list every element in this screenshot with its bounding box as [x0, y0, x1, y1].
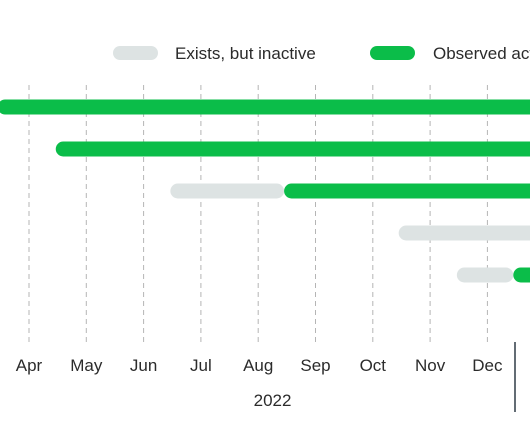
bar-row-2-segment-1: [55, 141, 530, 157]
grid-lines: [28, 85, 488, 342]
year-label: 2022: [254, 391, 292, 410]
tick-label-may: May: [70, 356, 103, 375]
bar-row-1-segment-1: [0, 99, 530, 115]
tick-label-jul: Jul: [190, 356, 212, 375]
bar-row-3-segment-1: [170, 183, 285, 199]
bar-row-5-segment-1: [456, 267, 514, 283]
legend-swatch-observed-active: [370, 46, 415, 60]
tick-label-sep: Sep: [300, 356, 330, 375]
tick-label-nov: Nov: [415, 356, 446, 375]
timeline-bars: [0, 99, 530, 283]
bar-row-3-segment-2: [284, 183, 530, 199]
tick-label-oct: Oct: [360, 356, 387, 375]
tick-label-apr: Apr: [16, 356, 43, 375]
bar-row-4-segment-1: [398, 225, 530, 241]
legend-label-observed-active: Observed active: [433, 44, 530, 63]
legend-swatch-exists-but-inactive: [113, 46, 158, 60]
tick-label-aug: Aug: [243, 356, 273, 375]
bar-row-5-segment-2: [513, 267, 530, 283]
tick-label-dec: Dec: [472, 356, 503, 375]
tick-label-jun: Jun: [130, 356, 157, 375]
legend: Exists, but inactive Observed active: [113, 44, 530, 63]
x-axis: Apr May Jun Jul Aug Sep Oct Nov Dec 2022: [16, 356, 503, 410]
legend-label-exists-but-inactive: Exists, but inactive: [175, 44, 316, 63]
